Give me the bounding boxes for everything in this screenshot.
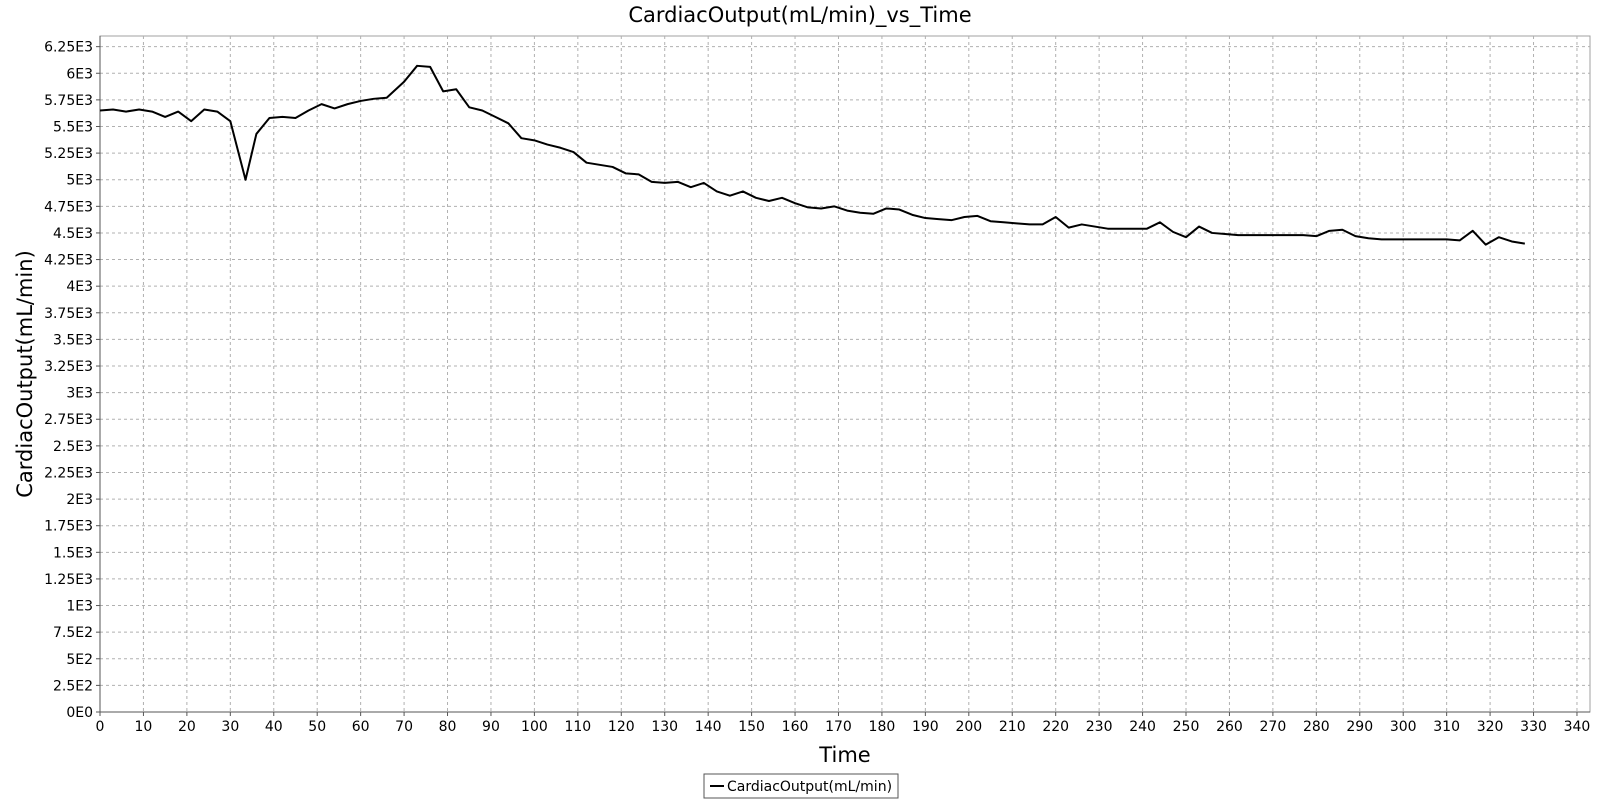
x-tick-label: 170 (825, 719, 852, 735)
x-tick-label: 260 (1216, 719, 1243, 735)
y-tick-label: 5.75E3 (44, 93, 93, 109)
grid-lines (99, 36, 1590, 713)
x-tick-label: 180 (869, 719, 896, 735)
y-tick-label: 3.75E3 (44, 306, 93, 322)
x-tick-label: 110 (564, 719, 591, 735)
x-tick-label: 0 (96, 719, 105, 735)
legend-label: CardiacOutput(mL/min) (727, 779, 892, 795)
x-tick-label: 160 (782, 719, 809, 735)
x-tick-label: 270 (1260, 719, 1287, 735)
x-tick-label: 30 (221, 719, 239, 735)
y-tick-label: 2.25E3 (44, 465, 93, 481)
x-tick-label: 200 (955, 719, 982, 735)
x-tick-label: 60 (352, 719, 370, 735)
y-tick-label: 2E3 (66, 492, 93, 508)
y-tick-label: 5E2 (66, 652, 93, 668)
y-tick-label: 1.75E3 (44, 519, 93, 535)
y-tick-label: 1E3 (66, 599, 93, 615)
y-tick-label: 3.5E3 (53, 332, 93, 348)
x-tick-label: 140 (695, 719, 722, 735)
plot-area (99, 35, 1591, 713)
y-tick-label: 1.25E3 (44, 572, 93, 588)
y-tick-label: 0E0 (66, 705, 93, 721)
x-tick-label: 240 (1129, 719, 1156, 735)
y-tick-label: 5.5E3 (53, 119, 93, 135)
y-tick-label: 3.25E3 (44, 359, 93, 375)
x-tick-label: 220 (1042, 719, 1069, 735)
x-tick-label: 290 (1346, 719, 1373, 735)
x-tick-label: 320 (1477, 719, 1504, 735)
x-tick-label: 70 (395, 719, 413, 735)
y-tick-label: 5.25E3 (44, 146, 93, 162)
x-tick-label: 120 (608, 719, 635, 735)
x-tick-label: 210 (999, 719, 1026, 735)
x-tick-label: 150 (738, 719, 765, 735)
axes (96, 36, 1590, 716)
chart-title: CardiacOutput(mL/min)_vs_Time (628, 3, 971, 28)
y-tick-label: 2.75E3 (44, 412, 93, 428)
y-tick-label: 3E3 (66, 386, 93, 402)
legend-box (703, 773, 899, 799)
x-tick-label: 280 (1303, 719, 1330, 735)
y-tick-label: 4E3 (66, 279, 93, 295)
tick-labels: 0 10 20 30 40 50 60 70 80 90 100 110 120 130 140 150 160… (44, 40, 1590, 735)
y-tick-label: 4.75E3 (44, 199, 93, 215)
y-tick-label: 7.5E2 (53, 625, 93, 641)
x-tick-label: 300 (1390, 719, 1417, 735)
series-line-cardiac-output (99, 64, 1526, 246)
x-tick-label: 90 (482, 719, 500, 735)
series-lines (99, 64, 1526, 246)
x-tick-label: 10 (135, 719, 153, 735)
legend: CardiacOutput(mL/min) (703, 773, 899, 799)
x-axis-title: Time (818, 743, 870, 767)
y-tick-label: 6.25E3 (44, 40, 93, 56)
x-tick-label: 50 (308, 719, 326, 735)
x-tick-label: 130 (651, 719, 678, 735)
x-tick-label: 310 (1433, 719, 1460, 735)
y-tick-label: 1.5E3 (53, 545, 93, 561)
x-tick-label: 230 (1086, 719, 1113, 735)
x-tick-label: 80 (439, 719, 457, 735)
y-tick-label: 5E3 (66, 173, 93, 189)
y-tick-label: 4.5E3 (53, 226, 93, 242)
x-tick-label: 190 (912, 719, 939, 735)
x-tick-label: 330 (1520, 719, 1547, 735)
x-tick-label: 100 (521, 719, 548, 735)
y-tick-label: 6E3 (66, 66, 93, 82)
y-tick-label: 2.5E3 (53, 439, 93, 455)
y-tick-label: 2.5E2 (53, 678, 93, 694)
x-tick-label: 250 (1173, 719, 1200, 735)
x-tick-label: 40 (265, 719, 283, 735)
y-tick-label: 4.25E3 (44, 253, 93, 269)
x-tick-label: 20 (178, 719, 196, 735)
x-tick-label: 340 (1564, 719, 1591, 735)
y-axis-title: CardiacOutput(mL/min) (13, 250, 37, 498)
